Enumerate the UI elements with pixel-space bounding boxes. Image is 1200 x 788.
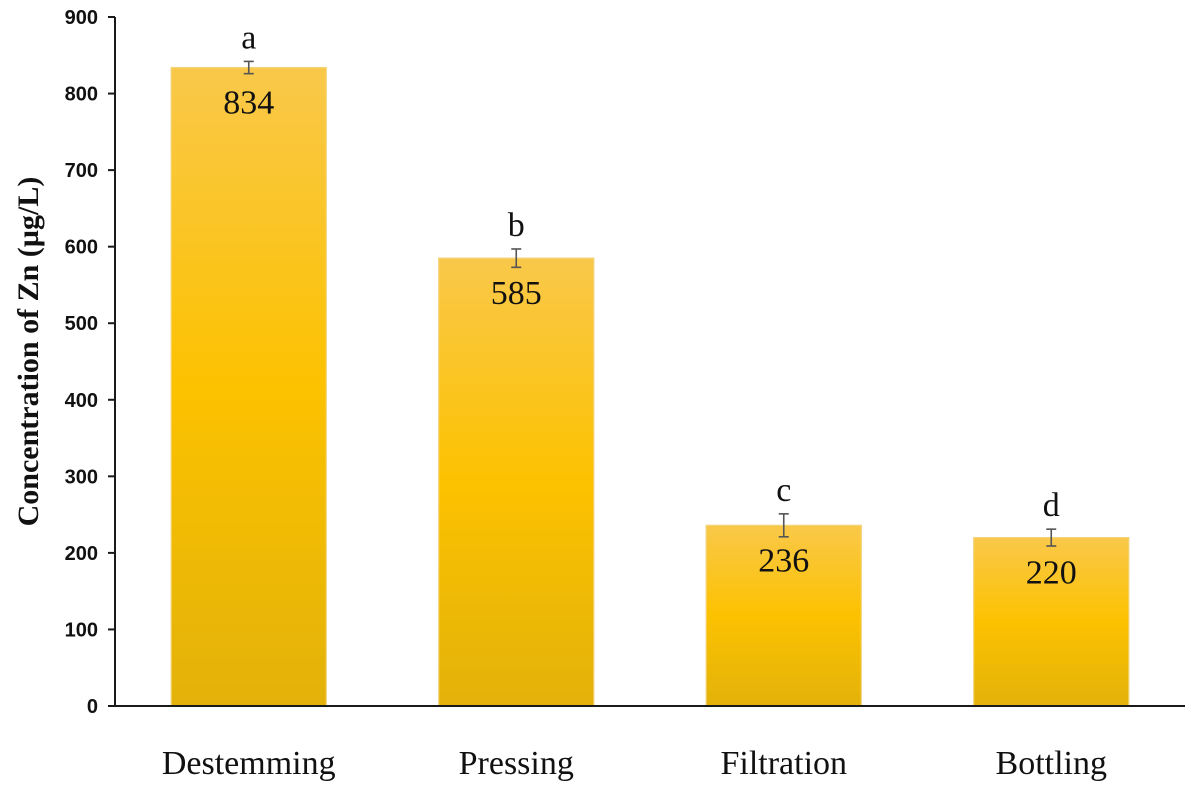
y-tick-label: 800: [65, 84, 98, 106]
error-bar: [1046, 528, 1057, 547]
y-tick-label: 200: [65, 543, 98, 565]
group-letter: c: [776, 472, 791, 509]
y-axis-ticks: 0 100 200 300 400 500 600 700 800 900: [65, 7, 115, 718]
group-letter: b: [508, 207, 525, 244]
y-tick-label: 400: [65, 390, 98, 412]
data-label: 236: [758, 542, 809, 579]
x-axis-ticks: Destemming Pressing Filtration Bottling: [162, 745, 1107, 782]
bar-destemming: [170, 66, 327, 707]
y-tick-label: 900: [65, 7, 98, 29]
y-tick-label: 0: [87, 696, 98, 718]
data-labels: 834 585 236 220: [223, 85, 1077, 592]
y-tick-label: 700: [65, 160, 98, 182]
y-tick-label: 100: [65, 619, 98, 641]
y-axis-title: Concentration of Zn (µg/L): [12, 177, 45, 527]
x-tick-label: Bottling: [996, 745, 1107, 782]
bar-bottling: [973, 536, 1130, 707]
group-letters: a b c d: [241, 19, 1060, 524]
data-label: 585: [491, 275, 542, 312]
group-letter: d: [1043, 487, 1060, 524]
bars: [170, 66, 1130, 707]
y-tick-label: 300: [65, 466, 98, 488]
y-tick-label: 500: [65, 313, 98, 335]
error-bar: [243, 60, 254, 75]
y-tick-label: 600: [65, 237, 98, 259]
bar-pressing: [438, 257, 595, 707]
data-label: 834: [223, 85, 274, 122]
error-bar: [511, 248, 522, 269]
error-bars: [243, 60, 1057, 547]
x-tick-label: Pressing: [459, 745, 574, 782]
data-label: 220: [1026, 555, 1077, 592]
x-tick-label: Destemming: [162, 745, 336, 782]
error-bar: [778, 513, 789, 538]
x-tick-label: Filtration: [720, 745, 847, 782]
group-letter: a: [241, 19, 256, 56]
